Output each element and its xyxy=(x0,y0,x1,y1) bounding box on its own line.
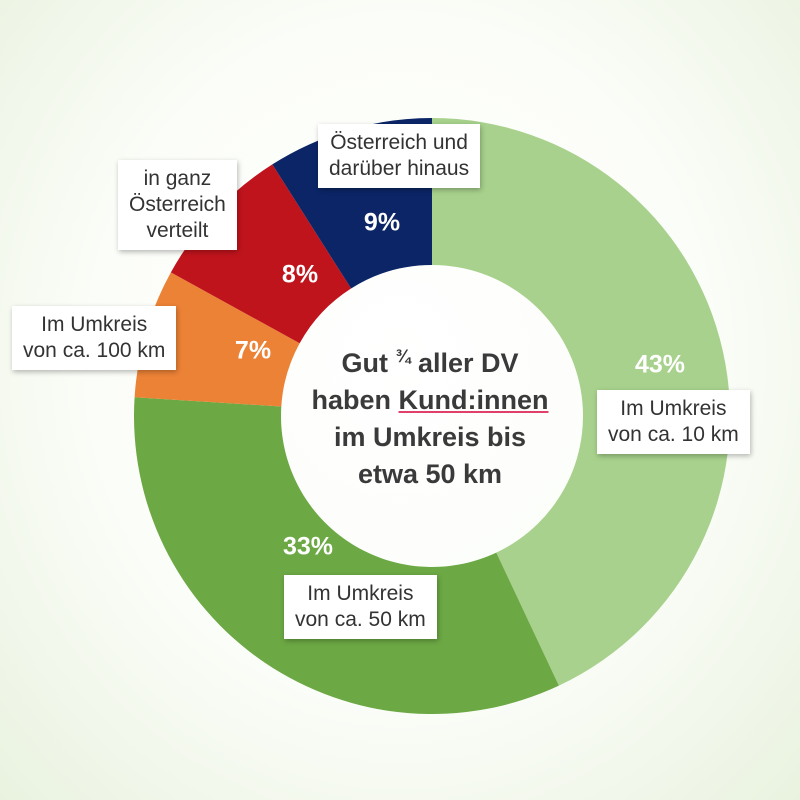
center-caption: Gut ¾ aller DV haben Kund:innen im Umkre… xyxy=(295,338,565,493)
center-line2-b: Kund:innen xyxy=(398,385,549,415)
percent-label-slice-50km: 33% xyxy=(283,533,333,561)
center-line3: im Umkreis bis xyxy=(333,422,527,452)
slice-label-10km: Im Umkreis von ca. 10 km xyxy=(597,390,750,454)
slice-ganz-oesterreich xyxy=(170,164,352,344)
slice-50km xyxy=(133,397,559,714)
center-line2-a: haben xyxy=(311,385,399,415)
percent-label-slice-10km: 43% xyxy=(635,351,685,379)
percent-label-slice-ganz-oesterreich: 8% xyxy=(282,261,318,289)
slice-100km xyxy=(134,272,300,407)
center-line1-c: aller DV xyxy=(410,348,519,378)
slice-label-ganz-oesterreich: in ganz Österreich verteilt xyxy=(118,160,237,250)
center-line4: etwa 50 km xyxy=(357,459,503,489)
percent-label-slice-oesterreich-hinaus: 9% xyxy=(364,209,400,237)
slice-label-oesterreich-hinaus: Österreich und darüber hinaus xyxy=(318,124,481,188)
slice-label-50km: Im Umkreis von ca. 50 km xyxy=(284,575,437,639)
slice-10km xyxy=(432,118,730,686)
percent-label-slice-100km: 7% xyxy=(235,337,271,365)
slice-label-100km: Im Umkreis von ca. 100 km xyxy=(12,306,177,370)
center-line1-a: Gut xyxy=(341,348,396,378)
center-line1-fraction: ¾ xyxy=(395,346,411,366)
